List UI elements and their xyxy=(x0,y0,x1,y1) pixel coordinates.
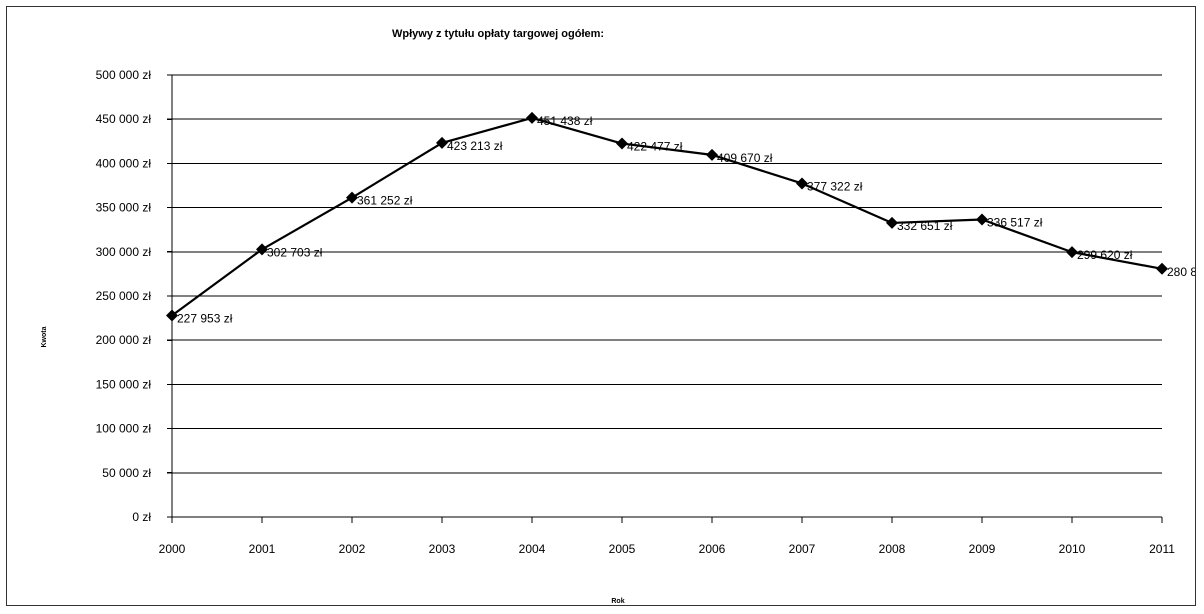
data-label: 377 322 zł xyxy=(807,179,863,193)
data-point-marker xyxy=(976,213,988,226)
x-tick-label: 2004 xyxy=(519,542,546,556)
x-tick-label: 2000 xyxy=(159,542,186,556)
data-label: 332 651 zł xyxy=(897,219,953,233)
series-line xyxy=(171,116,1163,317)
data-label: 299 620 zł xyxy=(1077,248,1133,262)
x-tick-label: 2003 xyxy=(429,542,456,556)
x-axis-title: Rok xyxy=(611,598,624,605)
data-point-marker xyxy=(886,216,898,229)
data-point-marker xyxy=(1156,262,1168,275)
y-tick-label: 100 000 zł xyxy=(96,422,152,436)
data-point-marker xyxy=(796,177,808,190)
data-label: 227 953 zł xyxy=(177,311,233,325)
data-label: 280 8 xyxy=(1167,265,1196,279)
data-point-marker xyxy=(706,148,718,161)
data-label: 302 703 zł xyxy=(267,245,323,259)
data-label: 336 517 zł xyxy=(987,216,1043,230)
y-tick-label: 500 000 zł xyxy=(96,68,152,82)
series-line-group xyxy=(171,116,1163,317)
data-point-marker xyxy=(616,137,628,150)
x-tick-label: 2009 xyxy=(969,542,996,556)
data-point-marker xyxy=(1066,246,1078,259)
x-tick-label: 2006 xyxy=(699,542,726,556)
y-tick-label: 300 000 zł xyxy=(96,245,152,259)
y-tick-label: 250 000 zł xyxy=(96,289,152,303)
x-tick-label: 2010 xyxy=(1059,542,1086,556)
data-point-marker xyxy=(346,191,358,204)
data-label: 361 252 zł xyxy=(357,194,413,208)
y-tick-label: 450 000 zł xyxy=(96,112,152,126)
y-axis-title: Kwota xyxy=(41,326,48,347)
y-tick-label: 400 000 zł xyxy=(96,156,152,170)
y-tick-label: 200 000 zł xyxy=(96,333,152,347)
y-tick-label: 0 zł xyxy=(132,510,151,524)
data-label: 409 670 zł xyxy=(717,151,773,165)
x-axis-tick-labels: 2000 2001 2002 2003 2004 2005 2006 2007 2008 2009… xyxy=(159,542,1176,556)
gridlines xyxy=(167,74,1163,523)
data-point-marker xyxy=(436,136,448,149)
data-point-marker xyxy=(526,111,538,124)
data-point-marker xyxy=(256,243,268,256)
x-tick-label: 2001 xyxy=(249,542,276,556)
data-label: 423 213 zł xyxy=(447,139,503,153)
data-label: 422 477 zł xyxy=(627,140,683,154)
x-tick-label: 2002 xyxy=(339,542,366,556)
chart-title: Wpływy z tytułu opłaty targowej ogółem: xyxy=(392,28,604,40)
y-axis-tick-labels: 0 zł 50 000 zł 100 000 zł 150 000 zł 200 000… xyxy=(96,68,152,524)
x-tick-label: 2007 xyxy=(789,542,816,556)
x-tick-label: 2008 xyxy=(879,542,906,556)
y-tick-label: 150 000 zł xyxy=(96,377,152,391)
data-label: 451 438 zł xyxy=(537,114,593,128)
series-markers xyxy=(166,111,1168,322)
x-tick-label: 2005 xyxy=(609,542,636,556)
y-tick-label: 350 000 zł xyxy=(96,201,152,215)
line-chart: Wpływy z tytułu opłaty targowej ogółem: … xyxy=(41,28,1196,605)
data-point-marker xyxy=(166,309,178,322)
chart-frame: Wpływy z tytułu opłaty targowej ogółem: … xyxy=(6,6,1196,606)
y-tick-label: 50 000 zł xyxy=(102,466,151,480)
x-tick-label: 2011 xyxy=(1149,542,1175,556)
data-labels: 227 953 zł 302 703 zł 361 252 zł 423 213 zł… xyxy=(177,114,1196,326)
